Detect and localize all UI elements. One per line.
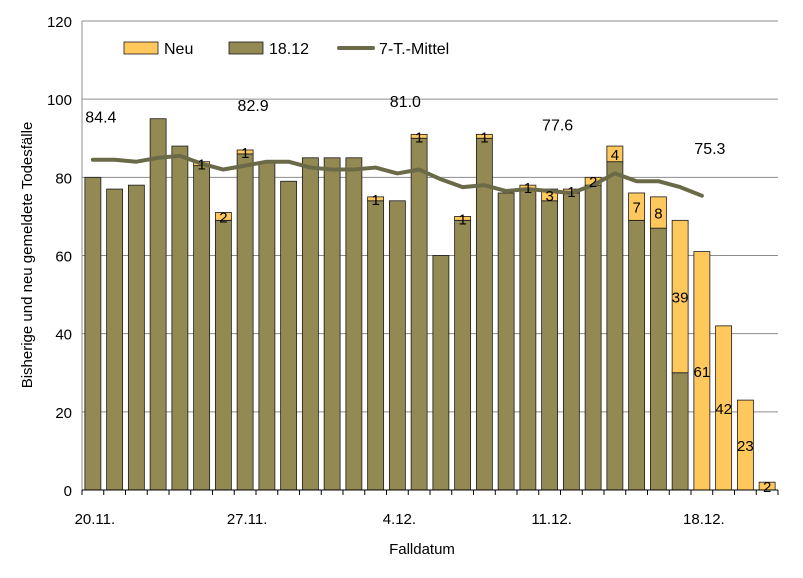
bar-18-12	[497, 192, 515, 491]
legend-label: 18.12	[269, 41, 309, 58]
y-axis-title: Bisherige und neu gemeldete Todesfälle	[19, 122, 36, 389]
bar-18-12	[301, 157, 319, 491]
bar-neu	[628, 192, 646, 221]
bar-18-12	[410, 137, 428, 491]
bar-18-12	[475, 137, 493, 491]
neu-data-label: 42	[715, 401, 732, 418]
neu-data-label: 2	[763, 479, 771, 496]
bar-18-12	[454, 219, 472, 491]
bar-18-12	[628, 219, 646, 491]
bar-neu	[410, 133, 428, 139]
neu-data-label: 39	[672, 290, 689, 307]
average-annotation: 82.9	[238, 98, 269, 115]
bar-18-12	[236, 153, 254, 491]
bar-18-12	[127, 184, 145, 491]
neu-data-label: 8	[654, 206, 662, 223]
bar-18-12	[671, 372, 689, 491]
bar-neu	[454, 216, 472, 221]
bar-18-12	[214, 219, 232, 491]
bar-18-12	[149, 118, 167, 491]
y-tick-label: 120	[47, 14, 72, 31]
x-tick-label: 4.12.	[383, 511, 416, 528]
bar-18-12	[345, 157, 363, 491]
legend: Neu 18.12 7-T.-Mittel	[123, 41, 449, 58]
bar-neu	[367, 196, 385, 202]
neu-data-label: 4	[611, 147, 619, 164]
bar-18-12	[519, 188, 537, 491]
bar-18-12	[606, 161, 624, 491]
neu-data-label: 1	[480, 129, 488, 146]
neu-data-label: 2	[219, 209, 227, 226]
bar-neu	[214, 212, 232, 221]
x-axis-title: Falldatum	[389, 541, 455, 558]
bar-neu	[475, 133, 493, 139]
y-tick-label: 0	[64, 483, 72, 500]
x-tick-label: 18.12.	[683, 511, 725, 528]
bar-18-12	[258, 161, 276, 491]
neu-data-label: 1	[415, 129, 423, 146]
neu-data-label: 23	[737, 438, 754, 455]
bar-18-12	[541, 200, 559, 491]
bar-18-12	[584, 184, 602, 491]
neu-data-label: 1	[371, 192, 379, 209]
neu-data-label: 1	[241, 145, 249, 162]
x-tick-label: 20.11.	[75, 511, 116, 528]
x-tick-label: 11.12.	[531, 511, 572, 528]
bar-18-12	[432, 255, 450, 491]
bar-18-12	[171, 145, 189, 491]
average-annotation: 75.3	[694, 141, 725, 158]
legend-label: 7-T.-Mittel	[379, 41, 449, 58]
y-tick-label: 20	[55, 405, 72, 422]
bar-18-12	[193, 165, 211, 491]
bar-18-12	[388, 200, 406, 491]
neu-data-label: 2	[589, 174, 597, 191]
y-tick-label: 40	[55, 327, 72, 344]
neu-data-label: 7	[632, 200, 640, 217]
average-annotation: 84.4	[85, 110, 116, 127]
moving-average-line	[90, 153, 704, 198]
average-annotation: 77.6	[542, 117, 573, 134]
bar-18-12	[367, 200, 385, 491]
neu-data-label: 1	[197, 157, 205, 174]
y-tick-label: 80	[55, 170, 72, 187]
neu-data-label: 1	[524, 180, 532, 197]
neu-data-label: 3	[545, 188, 553, 205]
legend-swatch	[123, 41, 159, 55]
bar-18-12	[84, 176, 102, 491]
neu-data-label: 1	[567, 184, 575, 201]
bar-18-12	[106, 188, 124, 491]
y-tick-label: 100	[47, 92, 72, 109]
bar-18-12	[649, 227, 667, 491]
legend-swatch	[228, 41, 264, 55]
bar-18-12	[323, 157, 341, 491]
y-tick-label: 60	[55, 249, 72, 266]
x-tick-label: 27.11.	[227, 511, 268, 528]
average-annotation: 81.0	[390, 94, 421, 111]
bar-neu	[649, 196, 667, 229]
bars	[84, 118, 776, 491]
bar-neu	[236, 149, 254, 155]
neu-data-label: 1	[458, 211, 466, 228]
bar-neu	[671, 219, 689, 374]
bar-neu	[606, 145, 624, 163]
legend-label: Neu	[164, 41, 193, 58]
bar-18-12	[562, 192, 580, 491]
neu-data-label: 61	[694, 364, 711, 381]
line-7-t-mittel	[90, 153, 704, 198]
bar-18-12	[280, 180, 298, 491]
